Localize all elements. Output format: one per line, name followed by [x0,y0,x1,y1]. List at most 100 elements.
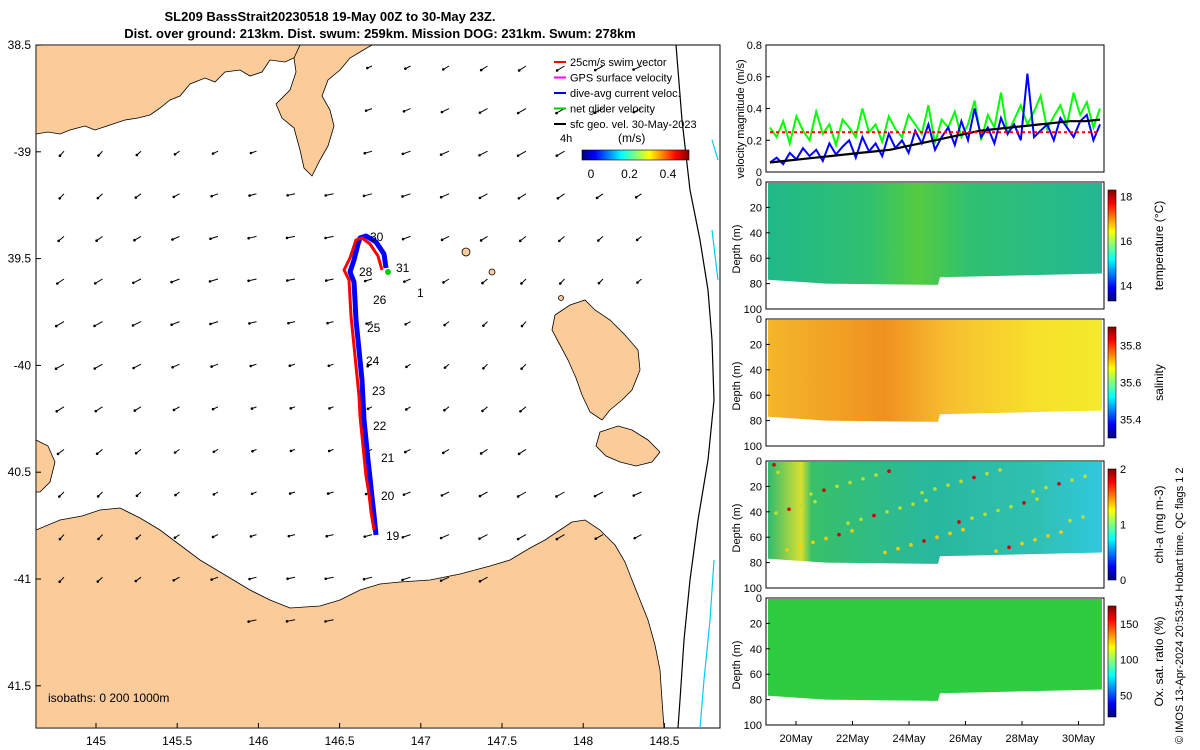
colorbar-tick: 0.2 [621,167,638,181]
depth-tick: 40 [750,228,762,240]
vector-head [327,449,331,453]
vector-head [439,579,443,582]
vector-head [556,196,560,200]
chla-point [896,546,900,551]
chla-point [970,516,974,520]
vector-head [95,239,98,243]
vector-head [366,66,369,70]
vector-head [439,195,443,199]
vector-head [440,238,444,242]
date-tick: 30May [1062,733,1096,745]
vector-head [440,110,444,114]
lon-tick: 145.5 [162,734,192,748]
velocity-vector [440,576,450,582]
vector-head [172,408,176,412]
depth-tick: 0 [756,456,762,468]
depth-tick: 0 [756,314,762,326]
depth-tick: 60 [750,390,762,402]
chla-point [846,521,850,526]
vector-head [362,577,366,581]
heatmap-field [768,599,1102,701]
legend-entry: net glider velocity [570,104,655,116]
chla-point [850,529,854,533]
vector-head [285,236,289,240]
velocity-vector [479,491,488,497]
vector-head [54,324,58,328]
isobaths-label: isobaths: 0 200 1000m [48,691,169,705]
track-day-label: 1 [417,286,424,300]
vector-head [479,68,483,72]
vector-head [172,195,176,199]
colorbar-label: Ox. sat. ratio (%) [1152,616,1166,706]
chla-point [996,508,1000,513]
velocity-vector [56,321,65,327]
chla-point [994,549,998,553]
velocity-vector [595,534,604,540]
vector-head [558,282,562,285]
vector-head [555,154,559,157]
vector-head [173,153,177,156]
vector-head [96,196,100,200]
land-flinders [551,299,641,421]
velocity-vector [518,448,527,455]
depth-tick: 80 [750,416,762,428]
depth-tick: 20 [750,202,762,214]
velocity-vector [325,235,334,239]
track-day-label: 30 [370,230,384,244]
velocity-vector [325,193,334,196]
velocity-vector [556,534,565,540]
vector-head [93,324,96,328]
vector-head [135,494,139,498]
vector-head [593,111,597,115]
velocity-vector [95,278,103,284]
vector-head [96,580,100,583]
land-king-island [36,439,56,493]
lon-tick: 146 [248,734,268,748]
velocity-vector [517,108,527,114]
vector-head [324,577,328,581]
chla-point [776,470,780,475]
vector-head [401,578,404,582]
vector-head [249,535,253,538]
land-promontory [275,45,373,177]
legend-entry: 25cm/s swim vector [570,57,667,69]
vector-head [443,408,446,412]
vector-head [635,238,639,242]
velocity-vector [363,193,373,197]
depth-tick: 40 [750,644,762,656]
chla-point [787,507,791,512]
vector-head [597,239,600,242]
vector-head [404,322,407,326]
vector-head [286,279,289,282]
velocity-vector [440,150,450,156]
chla-point [920,490,924,495]
vector-head [520,367,523,370]
chla-point [887,469,891,473]
vector-head [555,537,559,541]
velocity-vector [133,278,142,284]
vector-head [211,535,215,539]
vector-head [362,194,366,198]
colorbar-label: chl-a (mg m-3) [1152,485,1166,563]
depth-tick: 60 [750,253,762,265]
vector-head [520,324,524,328]
heatmap-colorbar [1107,605,1117,718]
title-line-2: Dist. over ground: 213km. Dist. swum: 25… [124,26,636,41]
vector-head [520,282,523,285]
vector-head [211,152,215,155]
velocity-vector [517,150,527,157]
island-1 [461,247,471,257]
date-tick: 28May [1005,733,1039,745]
glider-track-swim [342,236,384,531]
vector-head [478,494,482,498]
vector-head [173,536,177,540]
vector-head [93,282,97,285]
depth-tick: 40 [750,507,762,519]
vector-head [482,366,485,370]
chla-point [824,536,828,541]
vector-head [135,537,139,540]
vector-head [326,492,330,495]
vector-head [97,154,100,157]
velocity-vector [94,363,103,369]
chla-panel: 0 20 40 60 80 100 Depth (m) 0 1 2 chl-a (mg m-3) [731,456,1166,595]
